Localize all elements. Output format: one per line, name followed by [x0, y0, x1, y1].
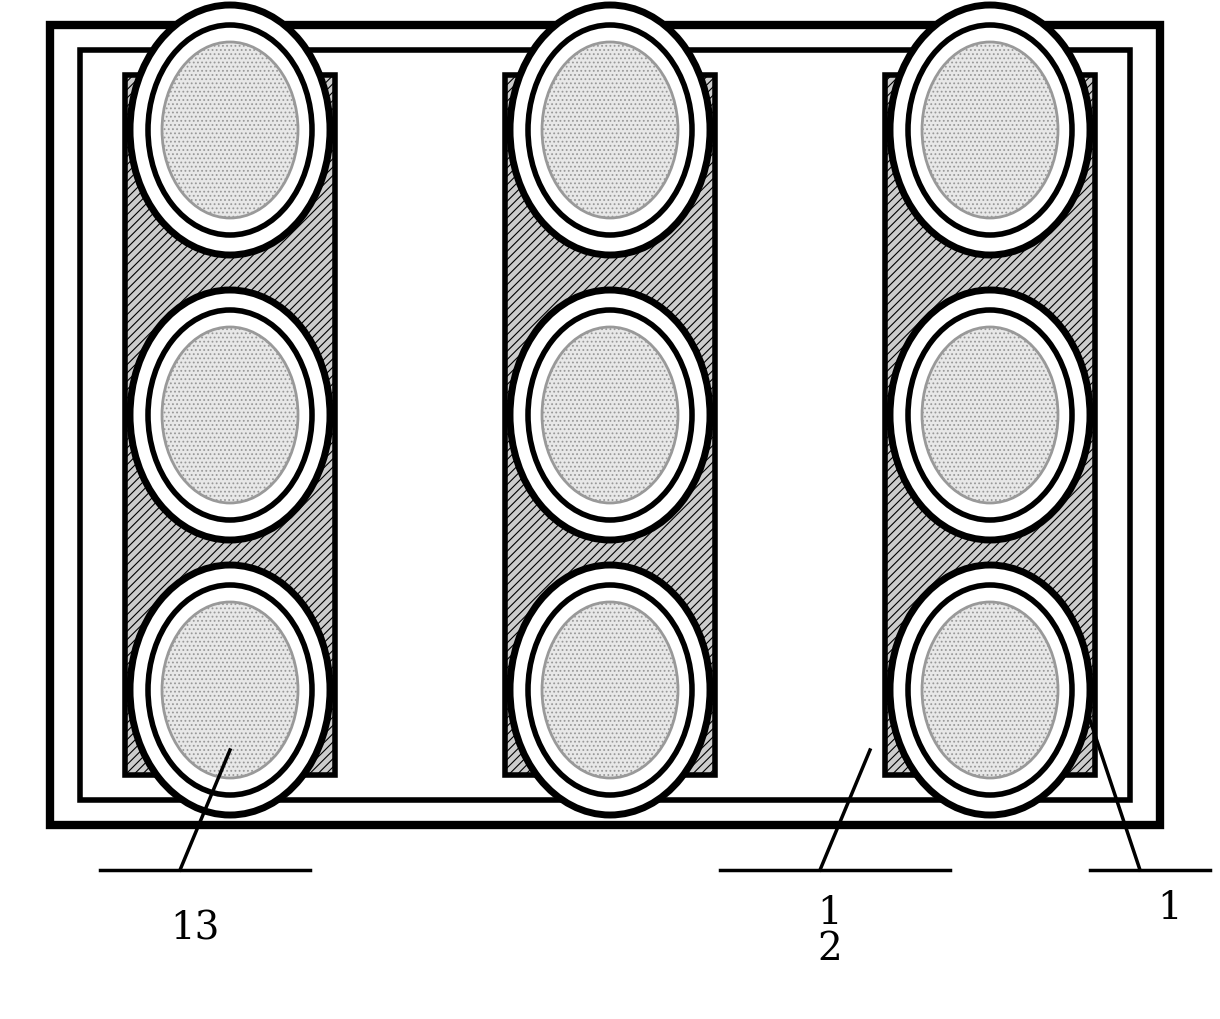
Ellipse shape — [131, 290, 329, 540]
Ellipse shape — [510, 290, 710, 540]
Ellipse shape — [528, 310, 692, 520]
Ellipse shape — [922, 42, 1058, 218]
Bar — [124, 75, 336, 775]
Ellipse shape — [922, 602, 1058, 777]
Text: 1: 1 — [817, 895, 842, 932]
Ellipse shape — [148, 25, 312, 235]
Ellipse shape — [131, 5, 329, 255]
Ellipse shape — [891, 290, 1089, 540]
Text: 13: 13 — [171, 910, 220, 947]
Ellipse shape — [510, 5, 710, 255]
Ellipse shape — [908, 25, 1072, 235]
Ellipse shape — [510, 565, 710, 815]
Bar — [50, 25, 1160, 825]
Text: 1: 1 — [1158, 890, 1182, 927]
Bar — [81, 50, 1130, 800]
Ellipse shape — [891, 5, 1089, 255]
Ellipse shape — [162, 327, 298, 503]
Ellipse shape — [542, 327, 678, 503]
Ellipse shape — [162, 602, 298, 777]
Ellipse shape — [131, 565, 329, 815]
Ellipse shape — [148, 310, 312, 520]
Ellipse shape — [528, 585, 692, 795]
Ellipse shape — [162, 42, 298, 218]
Ellipse shape — [148, 585, 312, 795]
Bar — [884, 75, 1096, 775]
Ellipse shape — [891, 565, 1089, 815]
Ellipse shape — [908, 585, 1072, 795]
Bar — [505, 75, 715, 775]
Ellipse shape — [922, 327, 1058, 503]
Ellipse shape — [542, 602, 678, 777]
Ellipse shape — [528, 25, 692, 235]
Text: 2: 2 — [817, 931, 842, 968]
Ellipse shape — [542, 42, 678, 218]
Ellipse shape — [908, 310, 1072, 520]
